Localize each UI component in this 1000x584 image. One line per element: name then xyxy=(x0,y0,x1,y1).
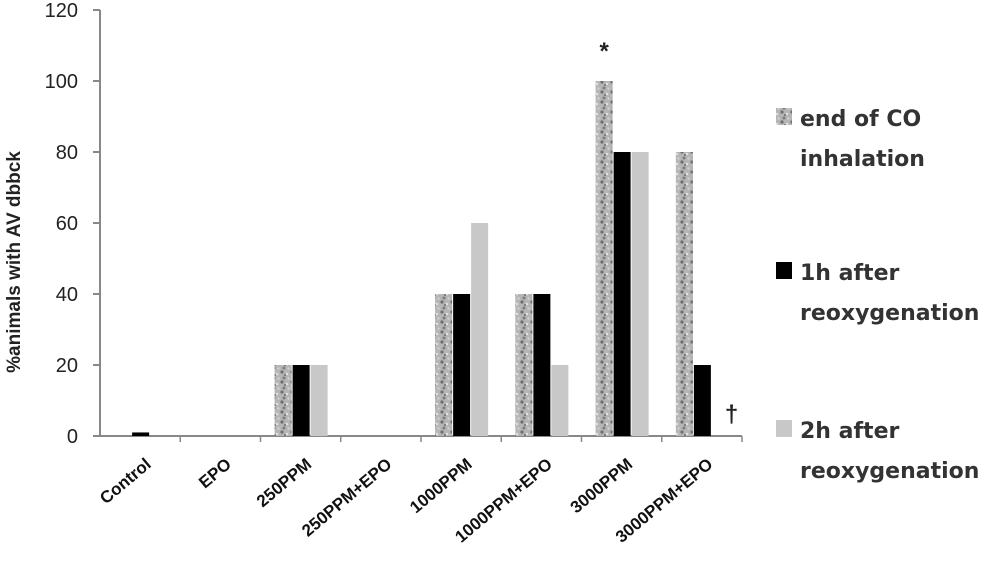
bar-3000ppm-series-1 xyxy=(595,81,613,436)
bars xyxy=(132,81,711,436)
y-tick-label: 120 xyxy=(45,0,78,22)
legend-swatch-3 xyxy=(776,420,792,437)
legend-label-3: 2h after xyxy=(800,419,899,444)
bar-1000ppm-series-2 xyxy=(453,294,471,436)
significance-asterisk: * xyxy=(599,38,609,65)
y-tick-label: 0 xyxy=(67,426,78,448)
bar-1000ppm-epo-series-1 xyxy=(515,294,533,436)
annotations: *† xyxy=(599,38,738,428)
legend-label-1: inhalation xyxy=(800,147,925,172)
bar-1000ppm-epo-series-3 xyxy=(551,365,569,436)
y-axis-label: %animals with AV dbbck xyxy=(4,151,25,373)
bar-control-series-2 xyxy=(132,432,150,436)
y-tick-label: 60 xyxy=(56,213,78,235)
x-tick-label: 1000PPM xyxy=(406,455,475,518)
bar-1000ppm-series-3 xyxy=(471,223,489,436)
bar-250ppm-series-1 xyxy=(274,365,292,436)
bar-250ppm-series-3 xyxy=(310,365,328,436)
bar-3000ppm-epo-series-1 xyxy=(675,152,693,436)
legend-label-2: 1h after xyxy=(800,261,899,286)
x-tick-label: EPO xyxy=(195,455,235,493)
y-tick-label: 20 xyxy=(56,355,78,377)
bar-1000ppm-series-1 xyxy=(435,294,453,436)
bar-3000ppm-series-2 xyxy=(613,152,631,436)
legend: end of CO inhalation 1h after reoxygenation… xyxy=(776,107,979,484)
x-tick-label: 250PPM xyxy=(253,455,315,511)
dagger-mark: † xyxy=(725,401,738,428)
y-tick-label: 80 xyxy=(56,142,78,164)
y-tick-label: 40 xyxy=(56,284,78,306)
bar-250ppm-series-2 xyxy=(292,365,310,436)
x-tick-label: 3000PPM xyxy=(567,455,636,518)
y-tick-label: 100 xyxy=(45,71,78,93)
bar-3000ppm-epo-series-2 xyxy=(693,365,711,436)
bar-1000ppm-epo-series-2 xyxy=(533,294,551,436)
x-tick-label: Control xyxy=(96,455,155,508)
legend-label-2: reoxygenation xyxy=(800,301,979,326)
legend-swatch-1 xyxy=(776,108,792,125)
bar-3000ppm-series-3 xyxy=(631,152,649,436)
legend-swatch-2 xyxy=(776,262,792,279)
legend-label-3: reoxygenation xyxy=(800,459,979,484)
legend-label-1: end of CO xyxy=(800,107,921,132)
